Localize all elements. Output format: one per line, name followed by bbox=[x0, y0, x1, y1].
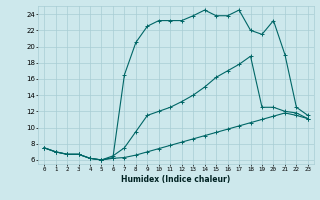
X-axis label: Humidex (Indice chaleur): Humidex (Indice chaleur) bbox=[121, 175, 231, 184]
